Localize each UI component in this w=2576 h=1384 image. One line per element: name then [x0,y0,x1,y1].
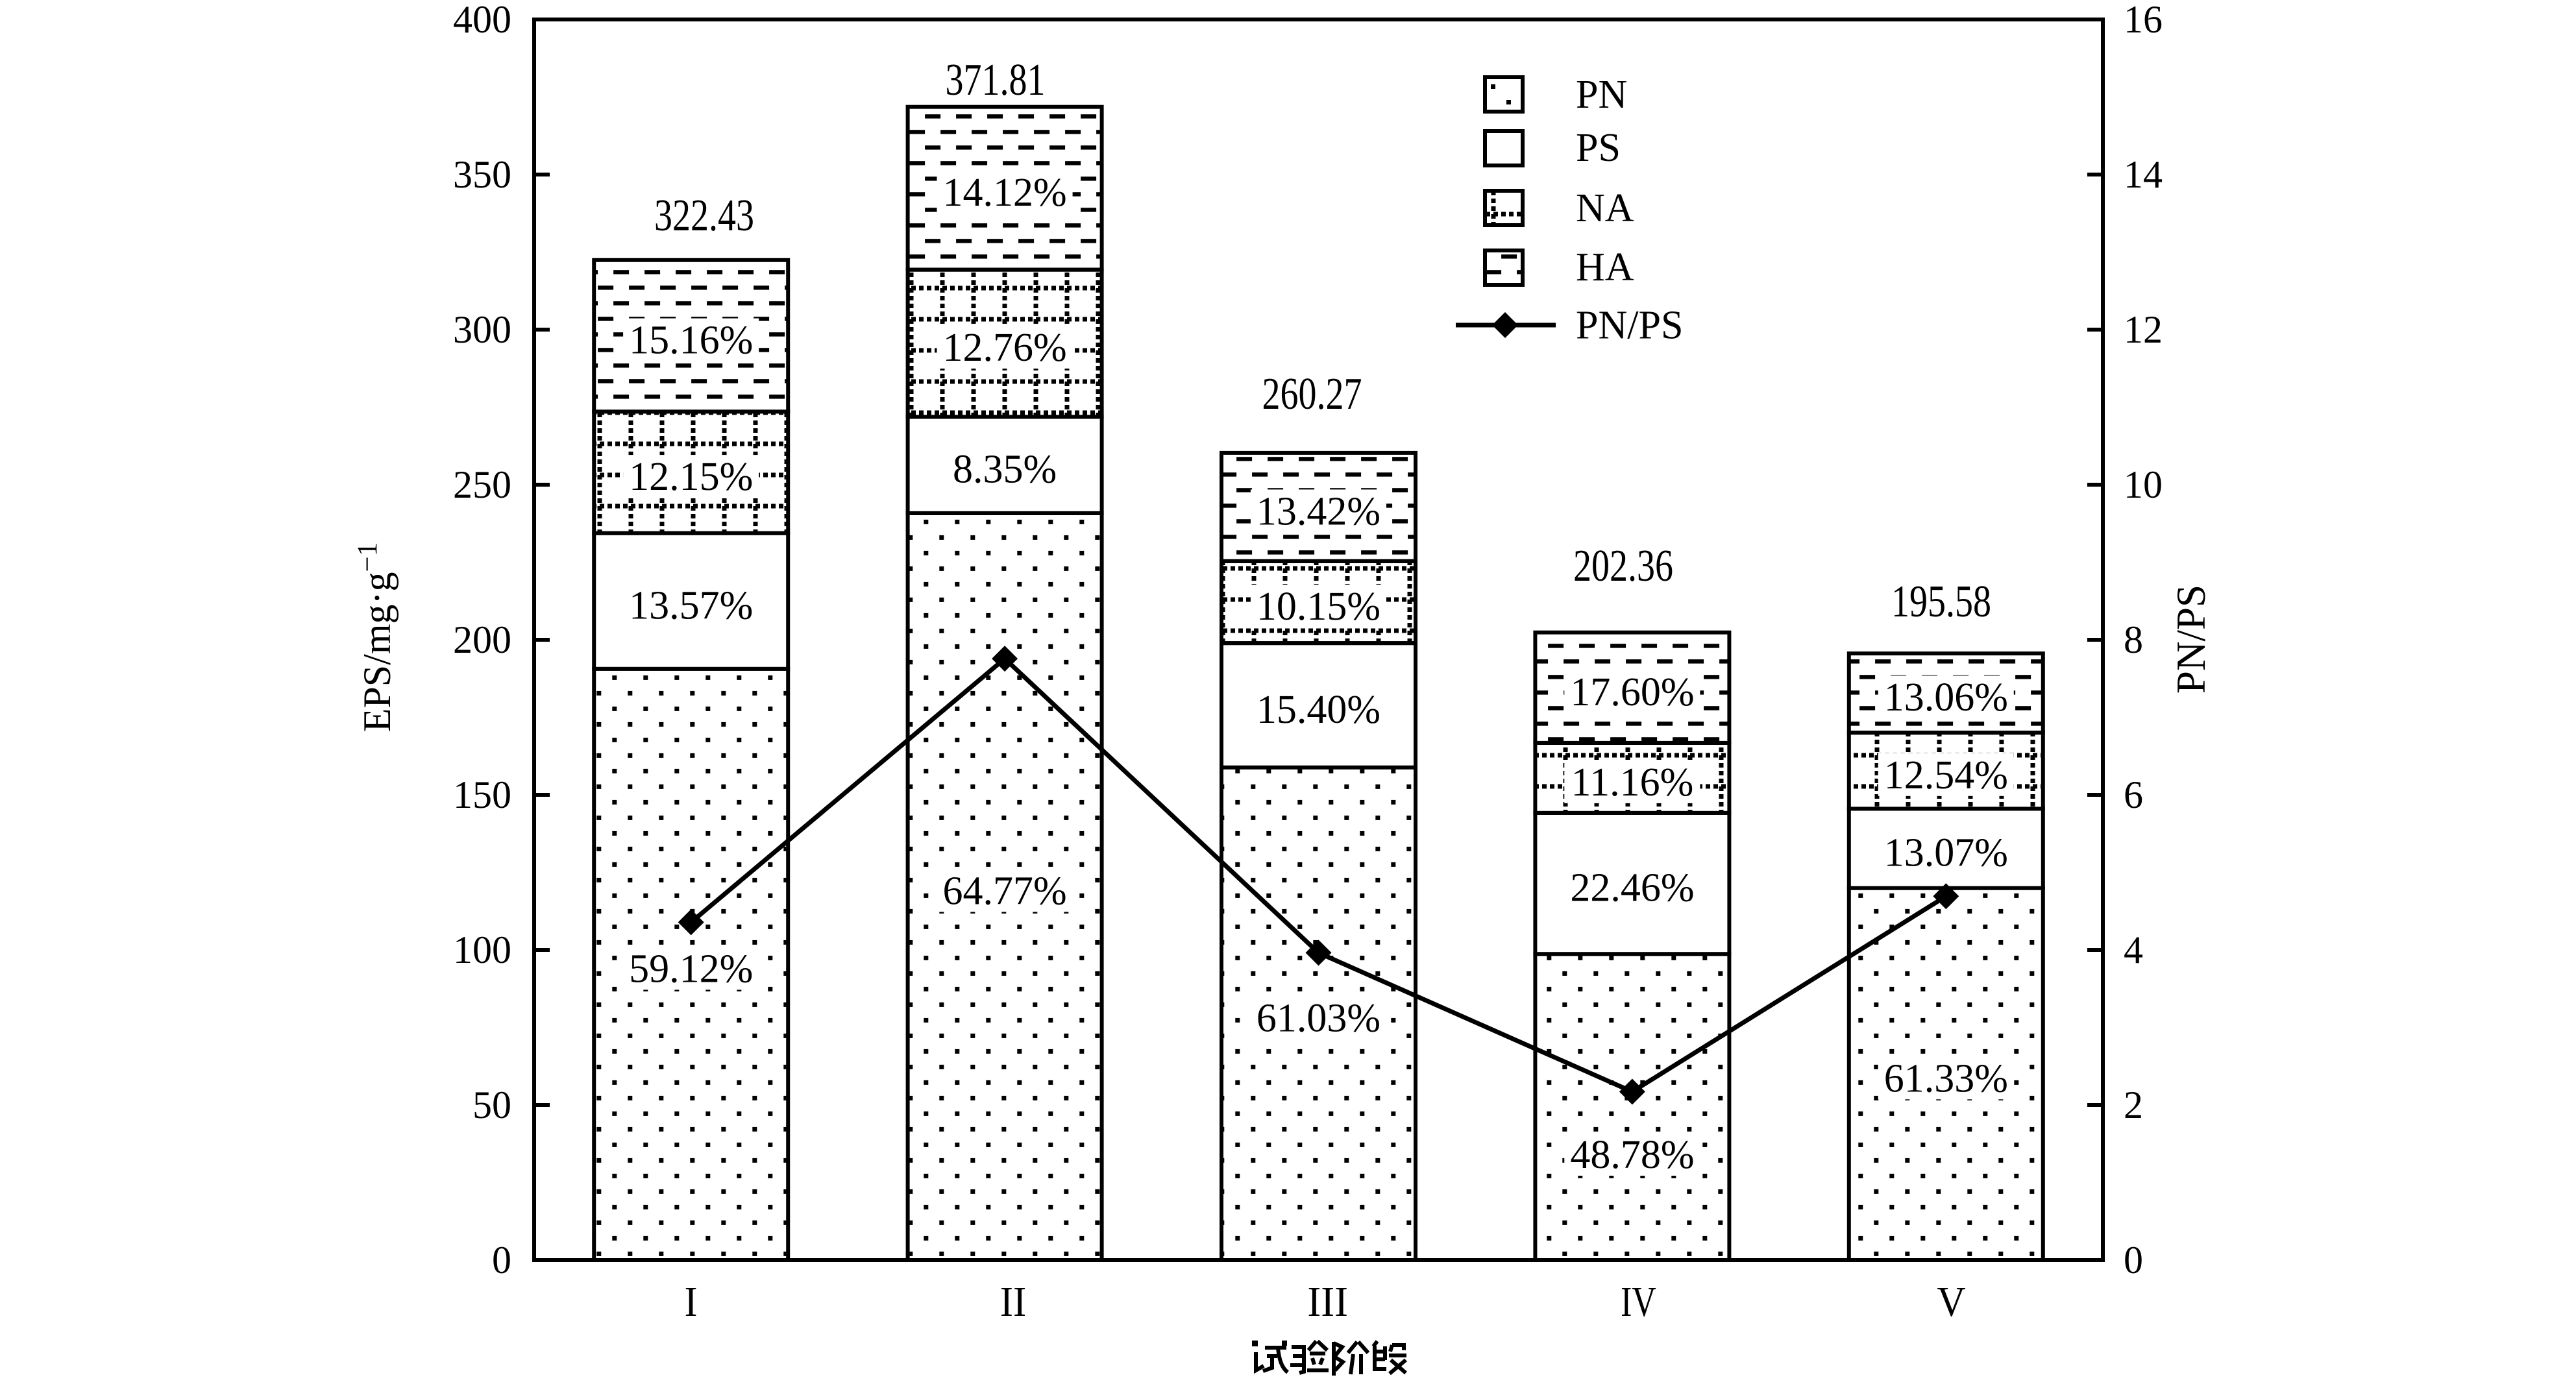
svg-text:12.76%: 12.76% [943,326,1067,370]
svg-text:300: 300 [453,308,511,351]
svg-text:0: 0 [492,1239,511,1281]
svg-text:15.16%: 15.16% [629,319,753,363]
svg-text:6: 6 [2124,773,2143,816]
svg-text:PS: PS [1576,126,1621,170]
svg-text:350: 350 [453,153,511,196]
svg-text:NA: NA [1576,186,1634,230]
svg-text:22.46%: 22.46% [1570,866,1694,910]
svg-text:PN/PS: PN/PS [2168,585,2214,694]
svg-text:200: 200 [453,618,511,661]
svg-text:II: II [1000,1278,1026,1326]
svg-text:13.07%: 13.07% [1884,831,2008,875]
svg-text:11.16%: 11.16% [1571,760,1693,805]
svg-text:0: 0 [2124,1239,2143,1281]
svg-text:8: 8 [2124,618,2143,661]
svg-text:8.35%: 8.35% [953,448,1057,492]
svg-text:12.54%: 12.54% [1884,753,2008,797]
svg-text:4: 4 [2124,929,2143,971]
svg-text:50: 50 [472,1084,511,1126]
svg-text:100: 100 [453,929,511,971]
svg-text:14.12%: 14.12% [943,171,1067,215]
svg-text:16: 16 [2124,0,2163,41]
svg-text:15.40%: 15.40% [1257,688,1380,732]
svg-text:64.77%: 64.77% [943,869,1067,913]
svg-text:10: 10 [2124,463,2163,506]
svg-text:13.42%: 13.42% [1257,489,1380,533]
svg-text:371.81: 371.81 [946,55,1046,104]
svg-text:17.60%: 17.60% [1570,670,1694,714]
svg-text:I: I [685,1278,698,1326]
svg-text:10.15%: 10.15% [1257,585,1380,629]
svg-text:202.36: 202.36 [1573,540,1673,590]
svg-text:61.03%: 61.03% [1257,996,1380,1040]
svg-text:EPS/mg·g−1: EPS/mg·g−1 [352,542,399,732]
svg-text:12.15%: 12.15% [629,455,753,499]
svg-text:400: 400 [453,0,511,41]
svg-text:PN: PN [1576,73,1627,117]
svg-text:61.33%: 61.33% [1884,1056,2008,1100]
svg-text:III: III [1307,1278,1348,1326]
svg-text:IV: IV [1621,1278,1656,1325]
svg-text:V: V [1937,1278,1965,1326]
svg-text:14: 14 [2124,153,2163,196]
svg-text:12: 12 [2124,308,2163,351]
svg-text:150: 150 [453,773,511,816]
svg-text:13.57%: 13.57% [629,583,753,627]
svg-text:PN/PS: PN/PS [1576,304,1683,348]
svg-text:322.43: 322.43 [654,190,754,240]
svg-text:HA: HA [1576,245,1634,289]
svg-text:13.06%: 13.06% [1884,675,2008,720]
svg-text:260.27: 260.27 [1262,369,1362,419]
svg-text:250: 250 [453,463,511,506]
svg-text:195.58: 195.58 [1891,576,1991,626]
svg-text:48.78%: 48.78% [1570,1133,1694,1177]
svg-text:59.12%: 59.12% [629,947,753,991]
svg-text:2: 2 [2124,1084,2143,1126]
